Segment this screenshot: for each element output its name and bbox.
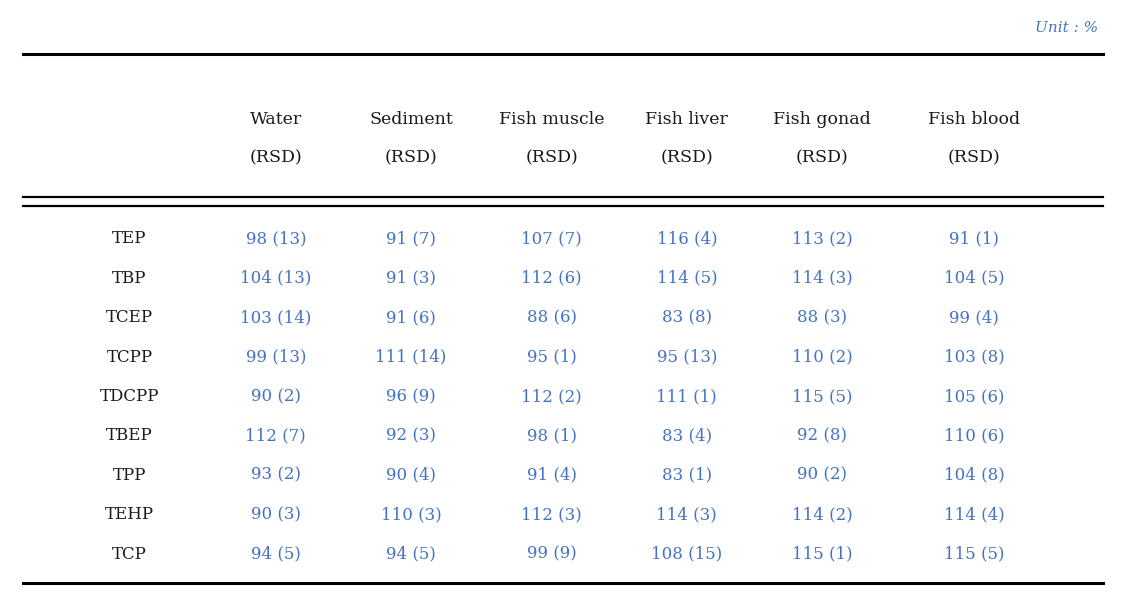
Text: 112 (2): 112 (2) (521, 388, 582, 405)
Text: 114 (5): 114 (5) (656, 270, 717, 287)
Text: 111 (1): 111 (1) (656, 388, 717, 405)
Text: 83 (8): 83 (8) (662, 309, 712, 326)
Text: Unit : %: Unit : % (1035, 21, 1098, 35)
Text: (RSD): (RSD) (526, 150, 578, 167)
Text: (RSD): (RSD) (948, 150, 1000, 167)
Text: 110 (6): 110 (6) (944, 427, 1004, 444)
Text: 83 (4): 83 (4) (662, 427, 712, 444)
Text: TBEP: TBEP (106, 427, 153, 444)
Text: 114 (3): 114 (3) (656, 506, 717, 523)
Text: 96 (9): 96 (9) (386, 388, 436, 405)
Text: TPP: TPP (113, 467, 146, 484)
Text: TEHP: TEHP (105, 506, 154, 523)
Text: Fish muscle: Fish muscle (499, 111, 605, 128)
Text: 110 (3): 110 (3) (381, 506, 441, 523)
Text: 90 (3): 90 (3) (251, 506, 301, 523)
Text: Fish blood: Fish blood (928, 111, 1020, 128)
Text: 83 (1): 83 (1) (662, 467, 712, 484)
Text: 114 (4): 114 (4) (944, 506, 1004, 523)
Text: 99 (9): 99 (9) (527, 546, 577, 562)
Text: 104 (8): 104 (8) (944, 467, 1004, 484)
Text: (RSD): (RSD) (796, 150, 848, 167)
Text: 88 (6): 88 (6) (527, 309, 577, 326)
Text: 99 (13): 99 (13) (245, 349, 306, 365)
Text: TEP: TEP (113, 230, 146, 247)
Text: 104 (5): 104 (5) (944, 270, 1004, 287)
Text: Fish liver: Fish liver (645, 111, 729, 128)
Text: 91 (7): 91 (7) (386, 230, 436, 247)
Text: 91 (1): 91 (1) (949, 230, 999, 247)
Text: 93 (2): 93 (2) (251, 467, 301, 484)
Text: 92 (8): 92 (8) (797, 427, 847, 444)
Text: 114 (3): 114 (3) (792, 270, 852, 287)
Text: (RSD): (RSD) (661, 150, 713, 167)
Text: 91 (3): 91 (3) (386, 270, 436, 287)
Text: 99 (4): 99 (4) (949, 309, 999, 326)
Text: 108 (15): 108 (15) (651, 546, 723, 562)
Text: 95 (1): 95 (1) (527, 349, 577, 365)
Text: 98 (13): 98 (13) (245, 230, 306, 247)
Text: 111 (14): 111 (14) (375, 349, 447, 365)
Text: 115 (5): 115 (5) (792, 388, 852, 405)
Text: TCPP: TCPP (107, 349, 152, 365)
Text: 92 (3): 92 (3) (386, 427, 436, 444)
Text: 112 (3): 112 (3) (521, 506, 582, 523)
Text: 112 (7): 112 (7) (245, 427, 306, 444)
Text: 103 (8): 103 (8) (944, 349, 1004, 365)
Text: 90 (2): 90 (2) (251, 388, 301, 405)
Text: TCEP: TCEP (106, 309, 153, 326)
Text: 95 (13): 95 (13) (656, 349, 717, 365)
Text: 91 (6): 91 (6) (386, 309, 436, 326)
Text: 114 (2): 114 (2) (792, 506, 852, 523)
Text: Fish gonad: Fish gonad (774, 111, 870, 128)
Text: (RSD): (RSD) (385, 150, 437, 167)
Text: 110 (2): 110 (2) (792, 349, 852, 365)
Text: 103 (14): 103 (14) (240, 309, 312, 326)
Text: 94 (5): 94 (5) (386, 546, 436, 562)
Text: Water: Water (250, 111, 302, 128)
Text: 94 (5): 94 (5) (251, 546, 301, 562)
Text: 90 (4): 90 (4) (386, 467, 436, 484)
Text: 107 (7): 107 (7) (521, 230, 582, 247)
Text: (RSD): (RSD) (250, 150, 302, 167)
Text: 98 (1): 98 (1) (527, 427, 577, 444)
Text: 115 (1): 115 (1) (792, 546, 852, 562)
Text: 105 (6): 105 (6) (944, 388, 1004, 405)
Text: 112 (6): 112 (6) (521, 270, 582, 287)
Text: Sediment: Sediment (369, 111, 453, 128)
Text: 104 (13): 104 (13) (240, 270, 312, 287)
Text: TDCPP: TDCPP (100, 388, 159, 405)
Text: 91 (4): 91 (4) (527, 467, 577, 484)
Text: TBP: TBP (113, 270, 146, 287)
Text: TCP: TCP (113, 546, 146, 562)
Text: 115 (5): 115 (5) (944, 546, 1004, 562)
Text: 90 (2): 90 (2) (797, 467, 847, 484)
Text: 88 (3): 88 (3) (797, 309, 847, 326)
Text: 113 (2): 113 (2) (792, 230, 852, 247)
Text: 116 (4): 116 (4) (656, 230, 717, 247)
